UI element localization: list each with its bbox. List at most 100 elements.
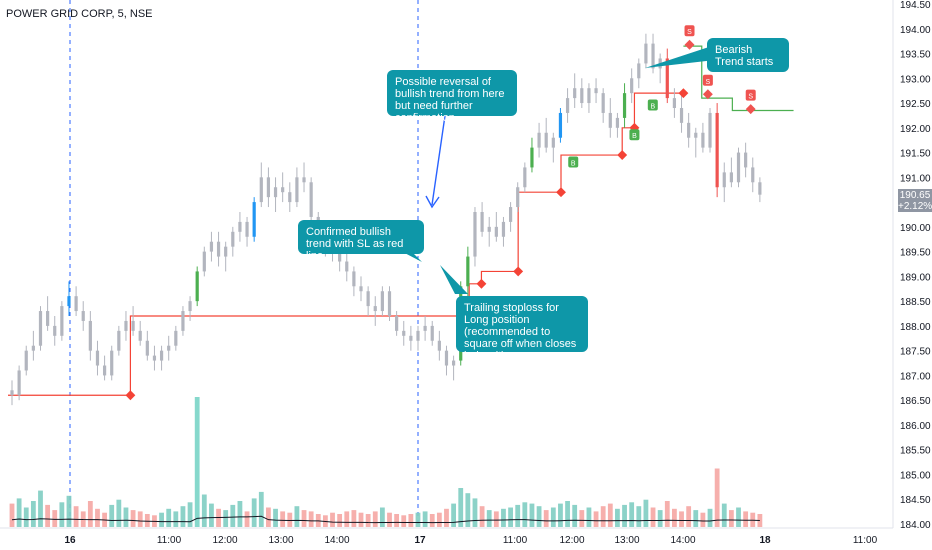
candle bbox=[679, 93, 684, 133]
buy-signal-badge bbox=[647, 99, 658, 111]
reversal-annotation: Possible reversal of bullish trend from … bbox=[387, 70, 517, 124]
volume-bar bbox=[565, 501, 570, 527]
x-tick-label: 13:00 bbox=[268, 535, 293, 546]
volume-bar bbox=[59, 502, 65, 527]
y-tick-label: 194.00 bbox=[900, 25, 931, 36]
candle bbox=[209, 231, 214, 262]
candle bbox=[302, 162, 306, 193]
candle bbox=[587, 83, 591, 113]
candle bbox=[159, 345, 164, 371]
candle bbox=[152, 345, 157, 371]
sell-signal-badge bbox=[684, 25, 695, 37]
x-tick-label: 14:00 bbox=[670, 535, 695, 546]
candle bbox=[708, 108, 712, 153]
candle bbox=[131, 306, 135, 336]
stoploss-lines bbox=[8, 45, 794, 396]
volume-bar bbox=[436, 512, 442, 527]
candle bbox=[416, 325, 420, 351]
volume-bar bbox=[123, 507, 129, 527]
stoploss-diamond bbox=[678, 88, 689, 99]
candle bbox=[551, 132, 555, 163]
buy-signal-badge bbox=[629, 129, 640, 141]
candle bbox=[252, 197, 256, 242]
volume-bar bbox=[209, 503, 214, 527]
candle bbox=[352, 266, 356, 297]
volume-bar bbox=[73, 506, 79, 527]
candle bbox=[117, 325, 121, 356]
sell-signal-badge bbox=[745, 89, 756, 101]
volume-bar bbox=[159, 512, 164, 527]
y-tick-label: 193.50 bbox=[900, 50, 931, 61]
volume-bar bbox=[558, 503, 563, 527]
volume-bar bbox=[415, 512, 421, 527]
volume-bar bbox=[30, 501, 36, 527]
y-tick-label: 193.00 bbox=[900, 74, 931, 85]
stoploss-diamond bbox=[513, 266, 524, 277]
candle bbox=[758, 177, 762, 203]
y-tick-label: 194.50 bbox=[900, 0, 931, 11]
candle bbox=[494, 212, 498, 242]
candle bbox=[722, 162, 726, 203]
candle bbox=[74, 286, 78, 316]
volume-bar bbox=[536, 506, 542, 527]
candle bbox=[31, 330, 35, 361]
volume-bar bbox=[301, 510, 307, 527]
candle bbox=[216, 231, 221, 267]
volume-bar bbox=[465, 493, 471, 527]
price-axis[interactable]: 194.50 194.00 193.50 193.00 192.50 192.00 191.… bbox=[900, 0, 931, 531]
volume-bar bbox=[486, 510, 492, 527]
candle bbox=[380, 286, 384, 316]
volume-bar bbox=[23, 507, 29, 527]
y-tick-label: 186.00 bbox=[900, 421, 931, 432]
volume-bar bbox=[66, 495, 72, 527]
candle bbox=[402, 320, 406, 346]
candle bbox=[281, 172, 285, 203]
volume-bar bbox=[337, 514, 343, 527]
volume-bar bbox=[187, 502, 193, 527]
x-tick-label: 14:00 bbox=[324, 535, 349, 546]
volume-bar bbox=[736, 507, 741, 527]
candle bbox=[359, 276, 363, 302]
volume-bar bbox=[472, 498, 478, 527]
volume-bar bbox=[266, 507, 271, 527]
candle bbox=[188, 296, 192, 321]
symbol-header: POWER GRID CORP, 5, NSE bbox=[6, 8, 153, 20]
volume-bar bbox=[607, 503, 613, 527]
candle bbox=[288, 182, 292, 212]
candle bbox=[736, 147, 741, 188]
volume-bar bbox=[579, 510, 585, 527]
candle bbox=[395, 311, 399, 336]
candle bbox=[409, 325, 413, 351]
volume-bar bbox=[87, 501, 93, 527]
candle bbox=[202, 246, 206, 277]
candle bbox=[95, 340, 100, 376]
y-tick-label: 187.50 bbox=[900, 347, 931, 358]
volume-bar bbox=[629, 502, 635, 527]
y-tick-label: 191.00 bbox=[900, 173, 931, 184]
volume-bar bbox=[38, 490, 43, 527]
volume-bar bbox=[672, 508, 677, 527]
candle bbox=[17, 365, 21, 401]
y-tick-label: 191.50 bbox=[900, 149, 931, 160]
volume-bar bbox=[664, 501, 670, 527]
candle bbox=[295, 167, 299, 208]
volume-bar bbox=[501, 508, 506, 527]
candle bbox=[195, 266, 199, 307]
volume-bar bbox=[743, 511, 749, 527]
sell-signal-badge bbox=[702, 74, 713, 86]
stoploss-line bbox=[8, 92, 684, 396]
y-tick-label: 189.50 bbox=[900, 248, 931, 259]
time-axis[interactable]: 16 11:00 12:00 13:00 14:00 17 11:00 12:00 13:00 1… bbox=[64, 535, 877, 546]
candle bbox=[473, 207, 477, 267]
volume-bar bbox=[693, 510, 699, 527]
volume-bar bbox=[529, 503, 535, 527]
last-price-tag: 190.65 +2.12% bbox=[898, 189, 932, 212]
trailing-annotation: Trailing stoploss for Long position (rec… bbox=[456, 296, 588, 362]
volume-bar bbox=[429, 514, 435, 527]
candle bbox=[373, 296, 377, 326]
volume-bar bbox=[522, 502, 528, 527]
volume-bar bbox=[657, 510, 663, 527]
y-tick-label: 187.00 bbox=[900, 371, 931, 382]
volume-bar bbox=[643, 499, 649, 527]
